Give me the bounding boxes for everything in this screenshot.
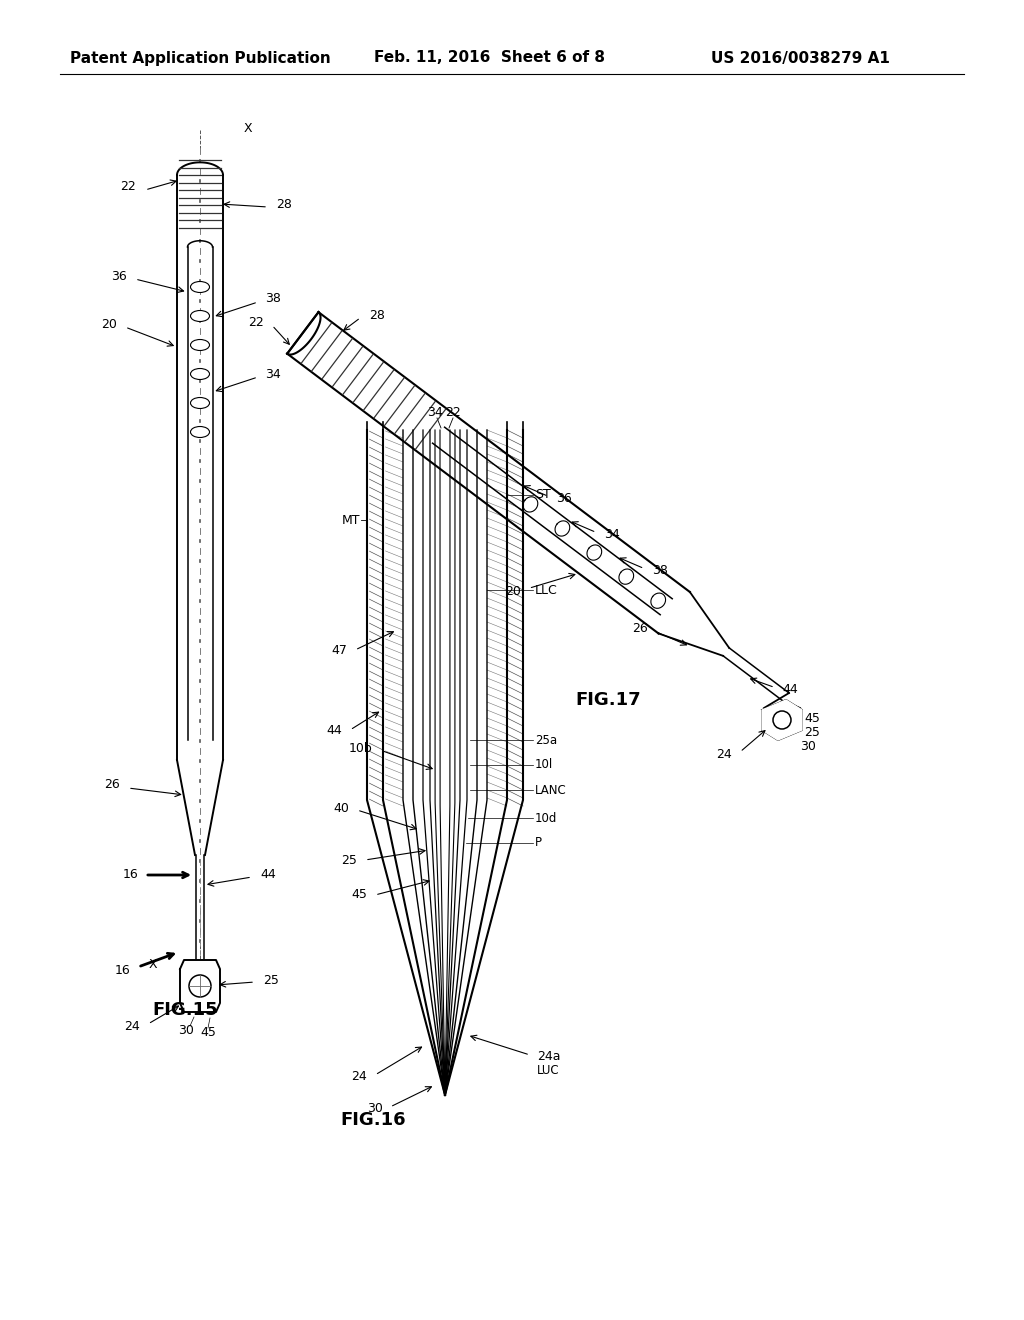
- Text: 30: 30: [368, 1102, 383, 1115]
- Ellipse shape: [190, 426, 210, 437]
- Text: LANC: LANC: [535, 784, 566, 796]
- Text: 16: 16: [122, 869, 138, 882]
- Text: 25: 25: [263, 974, 279, 986]
- Text: 45: 45: [804, 711, 820, 725]
- Text: US 2016/0038279 A1: US 2016/0038279 A1: [711, 50, 890, 66]
- Text: 10b: 10b: [348, 742, 372, 755]
- Ellipse shape: [190, 368, 210, 380]
- Text: P: P: [535, 837, 542, 850]
- Text: 10d: 10d: [535, 812, 557, 825]
- Text: MT: MT: [341, 513, 360, 527]
- Text: 22: 22: [248, 315, 264, 329]
- Text: FIG.15: FIG.15: [152, 1001, 218, 1019]
- Text: 24: 24: [124, 1020, 140, 1034]
- Text: Feb. 11, 2016  Sheet 6 of 8: Feb. 11, 2016 Sheet 6 of 8: [375, 50, 605, 66]
- Text: 45: 45: [200, 1026, 216, 1039]
- Text: LLC: LLC: [535, 583, 558, 597]
- Text: 30: 30: [800, 739, 816, 752]
- Text: 45: 45: [351, 888, 367, 902]
- Text: 28: 28: [276, 198, 292, 211]
- Text: FIG.16: FIG.16: [340, 1111, 406, 1129]
- Text: 24: 24: [716, 748, 732, 762]
- Ellipse shape: [190, 281, 210, 293]
- Text: 38: 38: [265, 293, 281, 305]
- Text: 36: 36: [556, 492, 572, 504]
- Text: 36: 36: [112, 269, 127, 282]
- Text: 22: 22: [120, 181, 136, 194]
- Text: X: X: [244, 121, 252, 135]
- Text: 22: 22: [445, 405, 461, 418]
- Text: 47: 47: [331, 644, 347, 656]
- Text: 30: 30: [178, 1023, 194, 1036]
- Text: 25: 25: [804, 726, 820, 738]
- Text: Patent Application Publication: Patent Application Publication: [70, 50, 331, 66]
- Text: 25: 25: [341, 854, 357, 866]
- Polygon shape: [180, 960, 220, 1012]
- Ellipse shape: [190, 397, 210, 408]
- Text: 20: 20: [101, 318, 117, 330]
- Text: LUC: LUC: [537, 1064, 560, 1077]
- Text: 40: 40: [333, 801, 349, 814]
- Text: 44: 44: [260, 869, 275, 882]
- Text: 34: 34: [604, 528, 621, 541]
- Circle shape: [189, 975, 211, 997]
- Text: 24a: 24a: [537, 1051, 560, 1064]
- Text: 20: 20: [505, 585, 520, 598]
- Text: 26: 26: [104, 779, 120, 792]
- Text: 16: 16: [115, 964, 130, 977]
- Ellipse shape: [190, 310, 210, 322]
- Text: 44: 44: [783, 682, 799, 696]
- Text: 34: 34: [427, 405, 442, 418]
- Text: 38: 38: [652, 564, 669, 577]
- Ellipse shape: [190, 339, 210, 351]
- Circle shape: [773, 711, 791, 729]
- Text: 34: 34: [265, 367, 281, 380]
- Polygon shape: [762, 700, 802, 741]
- Text: 28: 28: [369, 309, 384, 322]
- Text: X: X: [148, 958, 158, 972]
- Text: FIG.17: FIG.17: [575, 690, 641, 709]
- Text: 10l: 10l: [535, 759, 553, 771]
- Text: 44: 44: [327, 723, 342, 737]
- Text: 24: 24: [351, 1071, 367, 1084]
- Text: 26: 26: [633, 622, 648, 635]
- Text: ST: ST: [535, 488, 551, 502]
- Text: 25a: 25a: [535, 734, 557, 747]
